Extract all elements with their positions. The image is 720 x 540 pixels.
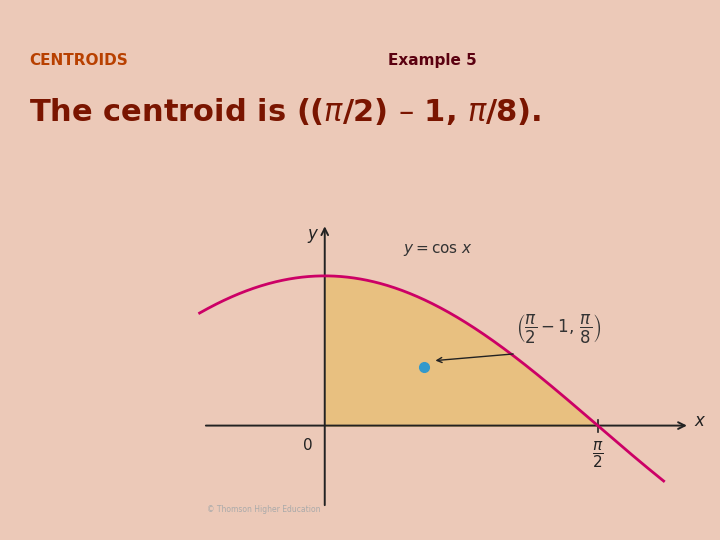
Text: CENTROIDS: CENTROIDS	[29, 52, 127, 68]
Text: © Thomson Higher Education: © Thomson Higher Education	[207, 505, 320, 514]
Text: $\dfrac{\pi}{2}$: $\dfrac{\pi}{2}$	[592, 441, 603, 470]
Text: y: y	[307, 225, 318, 243]
Text: Example 5: Example 5	[387, 52, 477, 68]
Text: $y = \cos\,x$: $y = \cos\,x$	[403, 242, 473, 259]
Text: x: x	[695, 412, 705, 430]
Text: 0: 0	[302, 437, 312, 453]
Text: The centroid is (($\pi$/2) – 1, $\pi$/8).: The centroid is (($\pi$/2) – 1, $\pi$/8)…	[29, 96, 541, 126]
Text: $\left(\dfrac{\pi}{2}-1,\,\dfrac{\pi}{8}\right)$: $\left(\dfrac{\pi}{2}-1,\,\dfrac{\pi}{8}…	[516, 312, 601, 345]
